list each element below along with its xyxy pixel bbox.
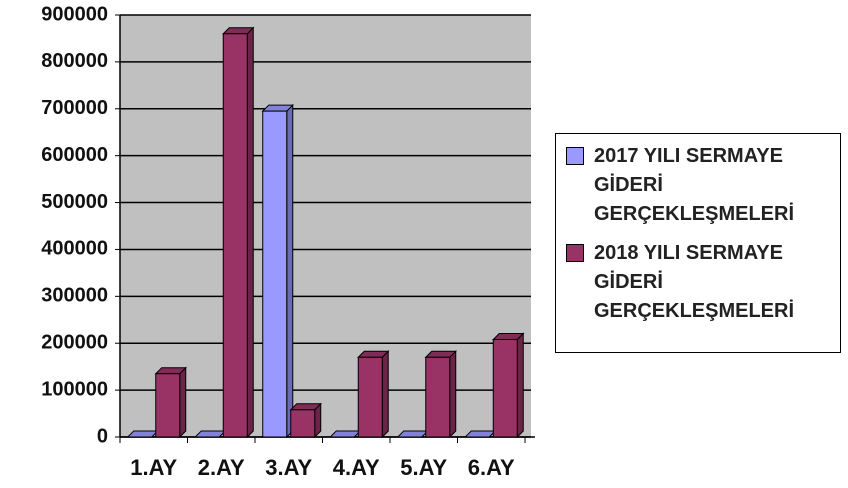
bar-side	[516, 332, 524, 439]
bar	[329, 430, 362, 438]
bar-front	[222, 33, 248, 438]
bar-top	[424, 350, 457, 358]
bar	[194, 430, 227, 438]
bar-front	[155, 373, 181, 438]
bar-side	[246, 26, 254, 439]
y-tick-label: 700000	[41, 97, 108, 119]
y-tick-label: 500000	[41, 191, 108, 213]
legend-swatch	[566, 244, 584, 262]
bar	[289, 402, 322, 439]
bar-front	[425, 356, 451, 438]
x-tick-label: 6.AY	[468, 455, 515, 480]
y-tick-label: 300000	[41, 285, 108, 307]
bar	[261, 103, 294, 439]
x-tick-label: 3.AY	[265, 455, 312, 480]
plot-area	[120, 15, 531, 437]
y-tick-label: 100000	[41, 378, 108, 400]
bar	[424, 350, 457, 439]
bar-top	[154, 367, 187, 375]
y-tick-label: 600000	[41, 144, 108, 166]
bar-front	[492, 338, 518, 438]
bar-side	[449, 350, 457, 439]
y-tick-label: 900000	[41, 3, 108, 25]
bar-top	[329, 430, 362, 438]
x-tick-label: 4.AY	[333, 455, 380, 480]
bar	[396, 430, 429, 438]
legend-swatch	[566, 147, 584, 165]
x-tick-label: 2.AY	[198, 455, 245, 480]
bar-front	[357, 356, 383, 438]
bar-top	[194, 430, 227, 438]
bar-side	[286, 103, 294, 439]
legend-entry: 2018 YILI SERMAYE GİDERİ GERÇEKLEŞMELERİ	[566, 239, 834, 326]
bar	[492, 332, 525, 439]
bar	[154, 366, 187, 439]
bar	[464, 430, 497, 438]
bar	[357, 350, 390, 439]
legend: 2017 YILI SERMAYE GİDERİ GERÇEKLEŞMELERİ…	[555, 133, 841, 353]
bar-side	[381, 350, 389, 439]
bar-top	[222, 27, 255, 35]
bar-top	[126, 430, 159, 438]
bar-side	[179, 366, 187, 439]
bar-front	[262, 110, 288, 438]
bar	[126, 430, 159, 438]
legend-entry: 2017 YILI SERMAYE GİDERİ GERÇEKLEŞMELERİ	[566, 142, 834, 229]
bar-top	[289, 403, 322, 411]
y-tick-label: 800000	[41, 50, 108, 72]
bar-top	[357, 350, 390, 358]
x-tick-label: 1.AY	[130, 455, 177, 480]
x-tick-label: 5.AY	[400, 455, 447, 480]
bar-top	[464, 430, 497, 438]
bar-top	[396, 430, 429, 438]
bar-top	[492, 332, 525, 340]
y-tick-label: 0	[97, 425, 108, 447]
y-tick-label: 400000	[41, 238, 108, 260]
bar-front	[290, 409, 316, 438]
y-tick-label: 200000	[41, 332, 108, 354]
bar-top	[261, 104, 294, 112]
bar	[222, 26, 255, 439]
legend-label: 2017 YILI SERMAYE GİDERİ GERÇEKLEŞMELERİ	[594, 145, 795, 225]
legend-label: 2018 YILI SERMAYE GİDERİ GERÇEKLEŞMELERİ	[594, 242, 795, 322]
